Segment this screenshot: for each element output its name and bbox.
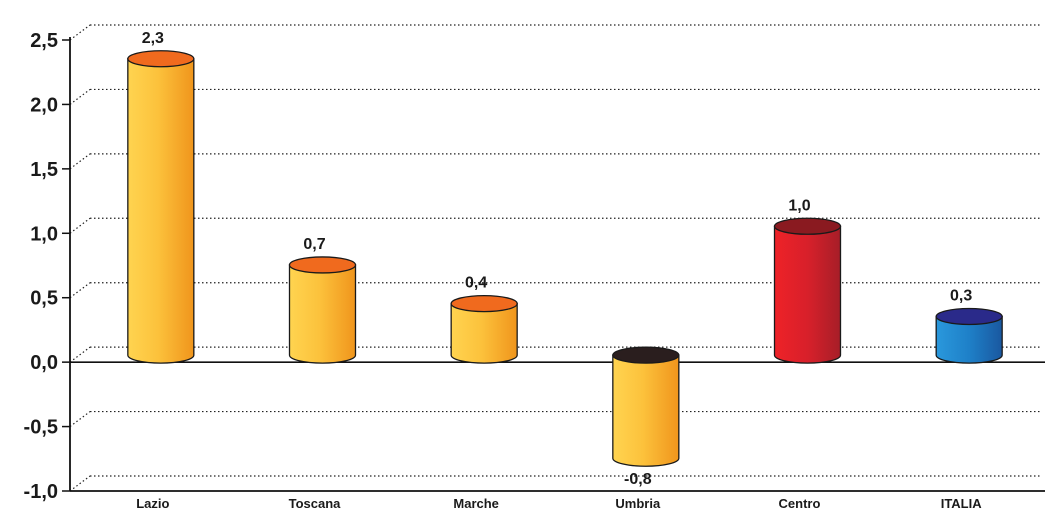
category-label: Umbria	[615, 496, 661, 511]
bar-body	[612, 354, 680, 467]
gridline-depth	[69, 346, 91, 363]
bar-body	[935, 315, 1003, 364]
bars	[127, 50, 1003, 467]
bar-cap	[127, 50, 195, 68]
bar-body	[773, 225, 842, 364]
gridline-depth	[69, 282, 91, 299]
bar-cap	[450, 294, 518, 313]
bar-centro	[773, 217, 842, 364]
gridline-depth	[69, 153, 91, 170]
gridline-depth	[69, 411, 91, 428]
category-label: Toscana	[289, 496, 342, 511]
bar-cap	[773, 217, 842, 235]
value-label: -0,8	[624, 471, 652, 488]
gridline-depth	[69, 475, 91, 492]
y-tick-label: 0,5	[30, 288, 58, 310]
bar-body	[450, 302, 518, 364]
category-label: ITALIA	[941, 496, 983, 511]
value-label: 0,7	[303, 236, 325, 253]
y-tick-label: 1,5	[30, 159, 58, 181]
value-label: 0,3	[950, 287, 972, 304]
bar-italia	[935, 307, 1003, 364]
y-tick-label: 2,0	[30, 94, 58, 116]
axes	[62, 37, 1045, 492]
bar-toscana	[288, 256, 357, 364]
bar-lazio	[127, 50, 195, 364]
bar-umbria	[612, 346, 680, 467]
category-label: Marche	[453, 496, 499, 511]
gridline-depth	[69, 217, 91, 234]
y-tick-label: 0,0	[30, 352, 58, 374]
bar-cap	[288, 256, 357, 274]
category-label: Lazio	[136, 496, 169, 511]
y-tick-label: -1,0	[24, 481, 58, 503]
bar-body	[127, 58, 195, 364]
gridline-depth	[69, 88, 91, 105]
labels: 2,5 2,0 1,5 1,0 0,5 0,0 -0,5 -1,0 2,3 Lazio 0,7 Tos…	[24, 30, 983, 511]
y-tick-label: -0,5	[24, 417, 58, 439]
gridline-depth	[69, 24, 91, 41]
y-tick-label: 2,5	[30, 30, 58, 52]
bar-body	[288, 264, 357, 364]
bar-marche	[450, 294, 518, 364]
value-label: 0,4	[465, 275, 487, 292]
y-tick-label: 1,0	[30, 223, 58, 245]
value-label: 1,0	[788, 197, 810, 214]
bar-cap	[612, 346, 680, 364]
bar-cap	[935, 307, 1003, 326]
value-label: 2,3	[142, 30, 164, 47]
category-label: Centro	[779, 496, 821, 511]
gridlines	[69, 24, 1040, 492]
